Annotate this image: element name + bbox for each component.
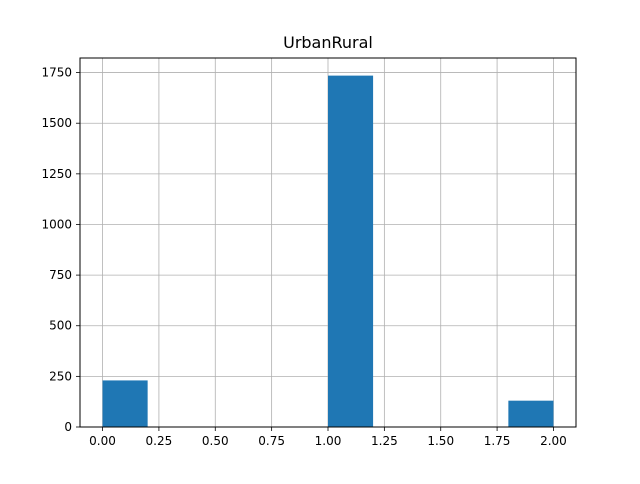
histogram-bar — [508, 400, 554, 427]
x-tick-label: 1.50 — [427, 434, 454, 448]
ticks-layer: 0.00 0.25 0.50 0.75 1.00 1.25 1.50 1.75 2.00 0 250… — [41, 66, 566, 448]
y-tick-label: 1000 — [41, 217, 72, 231]
x-tick-label: 1.00 — [315, 434, 342, 448]
x-tick-label: 0.75 — [258, 434, 285, 448]
x-tick-label: 1.75 — [484, 434, 511, 448]
y-tick-label: 1750 — [41, 66, 72, 80]
chart-title: UrbanRural — [283, 33, 373, 52]
y-tick-label: 1500 — [41, 116, 72, 130]
y-tick-label: 500 — [49, 319, 72, 333]
y-tick-label: 0 — [64, 420, 72, 434]
y-tick-label: 750 — [49, 268, 72, 282]
histogram-bar — [328, 75, 374, 427]
y-tick-label: 1250 — [41, 167, 72, 181]
x-tick-label: 0.50 — [202, 434, 229, 448]
x-tick-label: 0.00 — [89, 434, 116, 448]
bars-layer — [102, 75, 554, 427]
x-tick-label: 1.25 — [371, 434, 398, 448]
y-tick-label: 250 — [49, 369, 72, 383]
x-tick-label: 2.00 — [540, 434, 567, 448]
histogram-bar — [102, 380, 148, 427]
x-tick-label: 0.25 — [146, 434, 173, 448]
